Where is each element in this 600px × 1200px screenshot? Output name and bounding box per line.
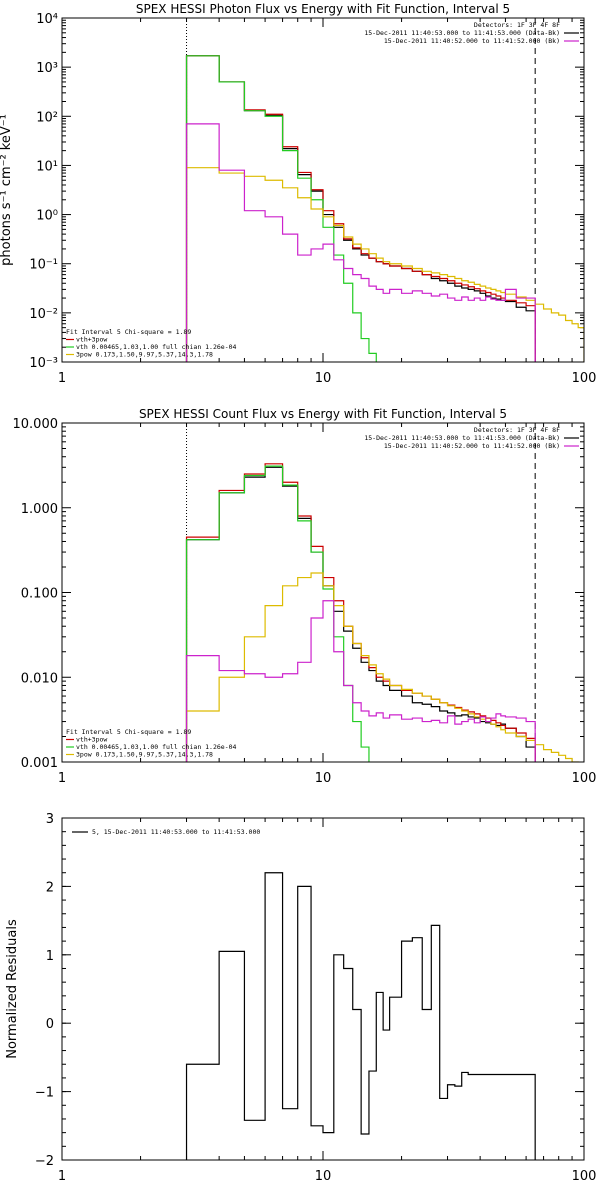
legend-text: 15-Dec-2011 11:40:53.000 to 11:41:53.000… — [364, 29, 560, 37]
legend-text: vth 0.00465,1.03,1.00 full chian 1.26e-0… — [76, 343, 237, 351]
x-tick-label: 10 — [315, 371, 332, 386]
y-tick-label: 10⁻² — [29, 307, 58, 322]
series-line-5-15-dec-2011-11-40-53-000-to-11-41-53-000 — [185, 872, 536, 1160]
legend-text: Detectors: 1F 3F 4F 8F — [474, 426, 560, 434]
x-tick-label: 1 — [58, 1169, 66, 1184]
y-tick-label: 10⁴ — [36, 12, 58, 27]
series-group — [185, 872, 536, 1160]
chart-title: SPEX HESSI Photon Flux vs Energy with Fi… — [136, 2, 510, 16]
y-tick-label: 10¹ — [36, 159, 58, 174]
series-line-3pow — [185, 572, 579, 762]
series-group — [185, 55, 584, 362]
legend-text: Fit Interval 5 Chi-square = 1.89 — [66, 328, 191, 336]
y-tick-label: 10⁻¹ — [29, 258, 58, 273]
series-group — [185, 463, 579, 762]
legend-text: 15-Dec-2011 11:40:53.000 to 11:41:53.000… — [364, 434, 560, 442]
y-tick-label: 3 — [46, 812, 54, 827]
x-tick-label: 100 — [572, 771, 597, 786]
y-tick-label: 10³ — [36, 61, 58, 76]
y-tick-label: 0.010 — [21, 671, 58, 686]
legend-text: 15-Dec-2011 11:40:52.000 to 11:41:52.000… — [384, 37, 560, 45]
y-tick-label: 0 — [46, 1017, 54, 1032]
legend-text: Detectors: 1F 3F 4F 8F — [474, 21, 560, 29]
x-tick-label: 100 — [572, 371, 597, 386]
legend-text: Fit Interval 5 Chi-square = 1.89 — [66, 728, 191, 736]
x-tick-label: 1 — [58, 771, 66, 786]
legend-text: vth+3pow — [76, 336, 107, 344]
x-tick-label: 100 — [572, 1169, 597, 1184]
x-tick-label: 10 — [315, 1169, 332, 1184]
series-line-bk — [185, 123, 536, 362]
x-tick-label: 10 — [315, 771, 332, 786]
plot-frame — [61, 817, 585, 1161]
y-tick-label: 10² — [36, 110, 58, 125]
series-line-vth-3pow — [185, 55, 536, 362]
y-tick-label: −2 — [35, 1154, 54, 1169]
y-tick-label: 10.000 — [13, 417, 59, 432]
y-tick-label: 0.100 — [21, 587, 58, 602]
y-tick-label: 10⁻³ — [29, 356, 58, 371]
residuals-panel: Normalized Residuals 1 10 100 −2 −1 0 1 2 3 5, 15-… — [5, 812, 596, 1184]
legend-text: 3pow 0.173,1.50,9.97,5.37,14.3,1.78 — [76, 351, 213, 359]
chart-title: SPEX HESSI Count Flux vs Energy with Fit… — [139, 407, 507, 421]
series-line-bk — [185, 600, 536, 762]
count-flux-panel: SPEX HESSI Count Flux vs Energy with Fit… — [13, 407, 597, 786]
photon-flux-panel: SPEX HESSI Photon Flux vs Energy with Fi… — [0, 2, 596, 386]
y-axis-label: photons s⁻¹ cm⁻² keV⁻¹ — [0, 114, 14, 266]
y-axis-label: Normalized Residuals — [5, 919, 20, 1059]
y-tick-label: 2 — [46, 880, 54, 895]
y-tick-label: 1 — [46, 949, 54, 964]
legend-text: 5, 15-Dec-2011 11:40:53.000 to 11:41:53.… — [92, 828, 260, 836]
y-tick-label: −1 — [35, 1086, 54, 1101]
y-tick-label: 1.000 — [21, 502, 58, 517]
series-line-vth — [185, 55, 377, 362]
x-tick-label: 1 — [58, 371, 66, 386]
y-tick-label: 0.001 — [21, 756, 58, 771]
y-tick-label: 10⁰ — [36, 209, 58, 224]
legend-text: vth+3pow — [76, 736, 107, 744]
plot-frame — [61, 17, 585, 363]
legend-text: vth 0.00465,1.03,1.00 full chian 1.26e-0… — [76, 743, 237, 751]
legend-text: 3pow 0.173,1.50,9.97,5.37,14.3,1.78 — [76, 751, 213, 759]
series-line-vth — [185, 465, 370, 762]
series-line-3pow — [185, 167, 584, 362]
plot-frame — [61, 422, 585, 763]
legend-text: 15-Dec-2011 11:40:52.000 to 11:41:52.000… — [384, 442, 560, 450]
